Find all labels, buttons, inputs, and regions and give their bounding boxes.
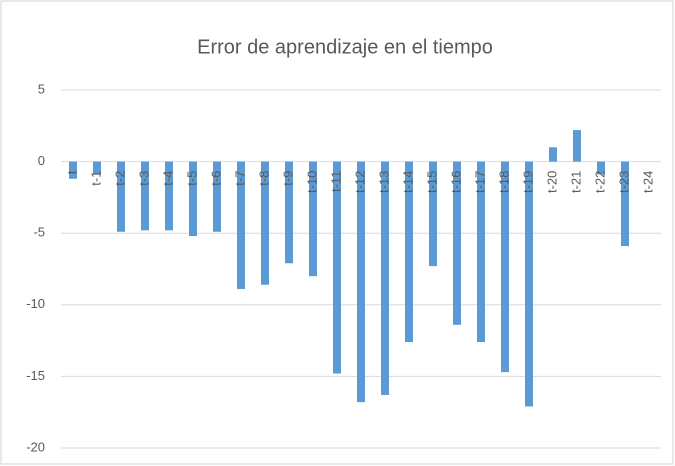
x-tick-label: t-12	[352, 171, 367, 193]
x-tick-label: t-20	[544, 171, 559, 193]
x-tick-label: t-24	[640, 171, 655, 193]
chart-title: Error de aprendizaje en el tiempo	[197, 36, 493, 58]
x-tick-label: t-5	[184, 171, 199, 186]
x-tick-label: t-13	[376, 171, 391, 193]
bar	[69, 161, 77, 179]
x-tick-label: t-22	[592, 171, 607, 193]
x-tick-label: t-16	[448, 171, 463, 193]
bar	[525, 161, 533, 407]
x-tick-label: t-23	[616, 171, 631, 193]
y-tick-label: -20	[26, 439, 45, 454]
x-tick-label: t-11	[328, 171, 343, 192]
bar	[261, 161, 269, 285]
x-tick-label: t-17	[472, 171, 487, 193]
x-tick-label: t-10	[304, 171, 319, 193]
x-tick-label: t-14	[400, 171, 415, 193]
y-tick-label: -5	[33, 225, 45, 240]
bar	[429, 161, 437, 267]
bar	[189, 161, 197, 237]
x-tick-label: t-6	[208, 171, 223, 186]
bar	[93, 161, 101, 175]
x-tick-label: t-8	[256, 171, 271, 186]
bar	[477, 161, 485, 343]
y-tick-label: -10	[26, 296, 45, 311]
bar	[165, 161, 173, 231]
x-tick-label: t-21	[568, 171, 583, 193]
x-tick-label: t-15	[424, 171, 439, 193]
bar	[405, 161, 413, 343]
x-tick-label: t-9	[280, 171, 295, 186]
bar	[357, 161, 365, 403]
bar	[213, 161, 221, 232]
x-tick-label: t-7	[232, 171, 247, 186]
x-tick-label: t-3	[136, 171, 151, 186]
bar	[285, 161, 293, 264]
x-tick-label: t-2	[112, 171, 127, 186]
x-tick-label: t	[64, 170, 79, 174]
bar	[117, 161, 125, 232]
bar	[549, 147, 557, 162]
bar	[453, 161, 461, 325]
bar	[621, 161, 629, 247]
bar	[381, 161, 389, 396]
bar	[333, 161, 341, 374]
bar	[309, 161, 317, 277]
x-tick-label: t-4	[160, 171, 175, 186]
bar	[237, 161, 245, 290]
bar	[141, 161, 149, 231]
y-tick-label: -15	[26, 368, 45, 383]
x-tick-label: t-18	[496, 171, 511, 193]
x-tick-label: t-19	[520, 171, 535, 193]
bar	[573, 130, 581, 162]
x-tick-label: t-1	[88, 171, 103, 186]
bar	[597, 161, 605, 175]
bar	[501, 161, 509, 373]
y-tick-label: 0	[38, 153, 45, 168]
y-tick-label: 5	[38, 81, 45, 96]
